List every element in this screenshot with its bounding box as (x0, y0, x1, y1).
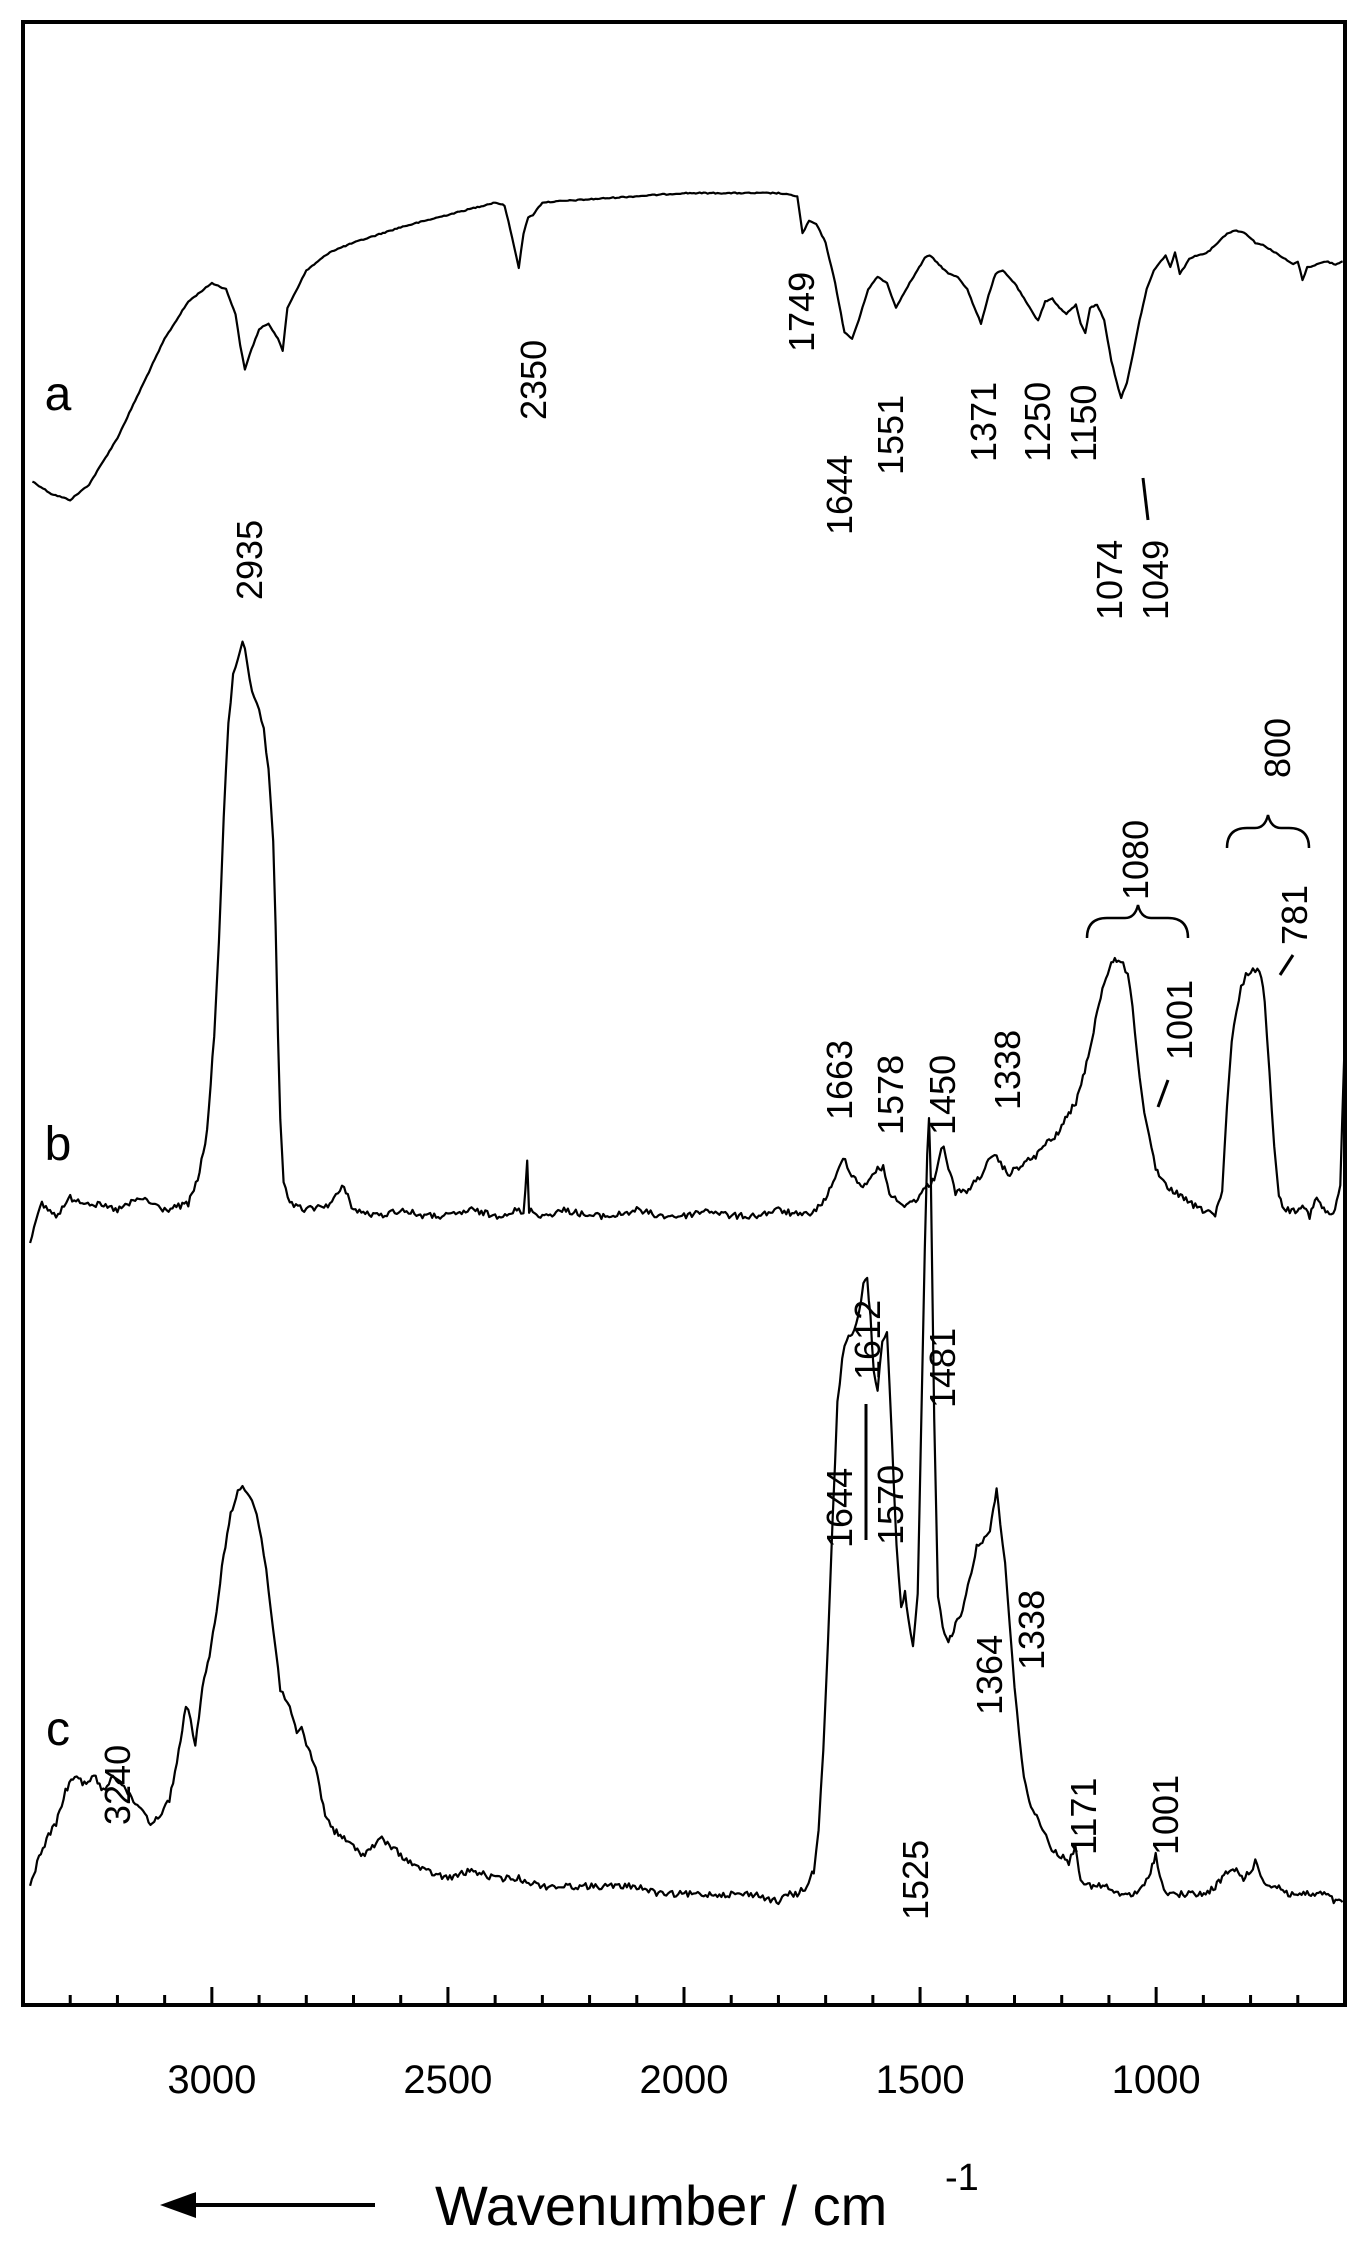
peak-label-b: 2935 (229, 520, 270, 600)
peak-leader-line (1278, 954, 1295, 976)
x-axis-label: Wavenumber / cm (435, 2174, 887, 2237)
peak-label-c: 1001 (1145, 1775, 1186, 1855)
peak-leader-line (1141, 477, 1150, 521)
peak-label-a: 1551 (870, 395, 911, 475)
peak-label-c: 1612 (847, 1300, 888, 1380)
peak-label-a: 1074 (1089, 540, 1130, 620)
x-axis-title: Wavenumber / cm -1 (160, 2157, 979, 2237)
peak-label-c: 1481 (922, 1328, 963, 1408)
x-tick-label: 3000 (167, 2058, 256, 2102)
x-axis-label-superscript: -1 (945, 2157, 979, 2199)
x-tick-label: 2000 (640, 2058, 729, 2102)
peak-label-a: 1250 (1017, 382, 1058, 462)
plot-frame (21, 20, 1347, 2007)
peak-label-b: 1338 (987, 1030, 1028, 1110)
peak-label-c: 1171 (1063, 1778, 1104, 1855)
x-axis-tick-labels: 3000 2500 2000 1500 1000 (167, 2058, 1200, 2102)
x-tick-label: 1000 (1112, 2058, 1201, 2102)
spectrum-line-a (31, 191, 1344, 502)
x-tick-label: 1500 (876, 2058, 965, 2102)
curve-letter-labels: a b c (45, 368, 72, 1756)
spectrum-line-b (29, 640, 1346, 1244)
peak-label-b: 1663 (819, 1040, 860, 1120)
peak-label-a: 1150 (1063, 385, 1104, 462)
x-tick-label: 2500 (403, 2058, 492, 2102)
peak-label-a: 1049 (1135, 540, 1176, 620)
peak-label-b: 781 (1274, 885, 1315, 945)
curve-label-c: c (46, 1703, 70, 1756)
peak-label-b: 800 (1257, 718, 1298, 778)
direction-arrow-icon (160, 2192, 196, 2218)
x-axis-ticks (21, 1987, 1347, 2005)
curve-label-b: b (45, 1118, 72, 1171)
peak-label-c: 1570 (870, 1465, 911, 1545)
peak-label-a: 1749 (781, 272, 822, 352)
peak-label-c: 1338 (1011, 1590, 1052, 1670)
curve-label-a: a (45, 368, 72, 421)
peak-leader-line (1156, 1079, 1170, 1108)
brace-800 (1225, 814, 1311, 849)
spectrum-line-c (29, 1117, 1344, 1906)
peak-label-a: 1371 (963, 382, 1004, 462)
peak-label-c: 1364 (969, 1635, 1010, 1715)
brace-1080 (1085, 904, 1190, 939)
peak-label-c: 1525 (895, 1840, 936, 1920)
peak-label-a: 1644 (819, 455, 860, 535)
peak-label-b: 1578 (870, 1055, 911, 1135)
peak-label-a: 2350 (513, 340, 554, 420)
peak-label-b: 1001 (1159, 980, 1200, 1060)
peak-label-c: 3240 (97, 1745, 138, 1825)
spectra-curves (29, 191, 1346, 1906)
peak-label-b: 1450 (922, 1055, 963, 1135)
peak-label-c: 1644 (819, 1468, 860, 1548)
peak-label-b: 1080 (1115, 820, 1156, 900)
